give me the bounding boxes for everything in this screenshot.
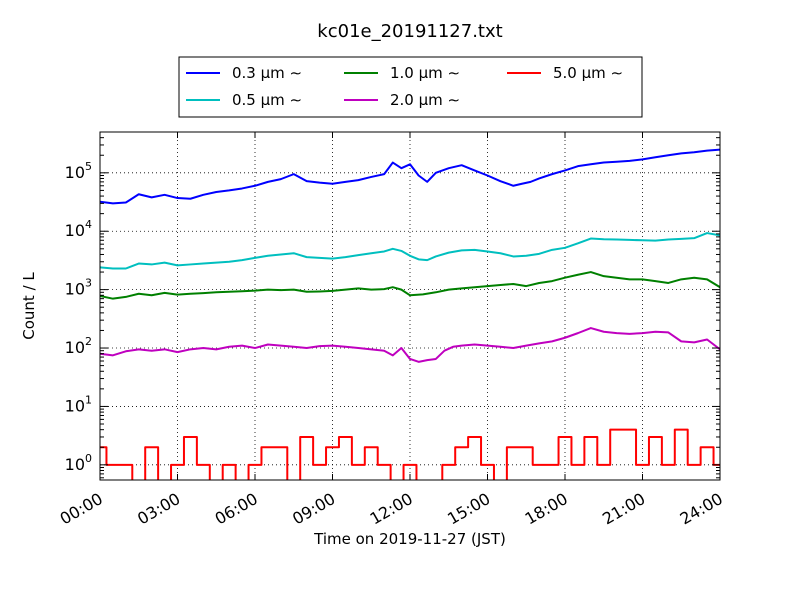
x-tick-label: 12:00 (367, 489, 416, 529)
legend-item: 5.0 μm ∼ (507, 64, 623, 82)
y-tick-label: 104 (65, 218, 92, 240)
y-axis-tick-labels: 100 101 102 103 104 105 (65, 160, 92, 474)
x-tick-label: 15:00 (444, 489, 493, 529)
series-lines (100, 148, 720, 480)
y-tick-label: 103 (65, 277, 92, 299)
x-axis-tick-labels: 00:00 03:00 06:00 09:00 12:00 15:00 18:00 21:00… (57, 489, 726, 529)
legend-items: 0.3 μm ∼ 0.5 μm ∼ 1.0 μm ∼ 2.0 μm ∼ 5.0 μm ∼ (186, 64, 623, 109)
plot-area (99, 131, 721, 481)
legend-label: 0.3 μm ∼ (232, 64, 302, 82)
x-tick-label: 03:00 (134, 489, 183, 529)
axis-ticks (99, 131, 721, 480)
x-tick-label: 21:00 (599, 489, 648, 529)
x-axis-label: Time on 2019-11-27 (JST) (313, 530, 506, 548)
y-tick-label: 105 (65, 160, 92, 182)
series-line (100, 232, 720, 270)
x-tick-label: 06:00 (212, 489, 261, 529)
x-tick-label: 00:00 (57, 489, 106, 529)
y-tick-label: 102 (65, 335, 92, 357)
x-tick-label: 09:00 (289, 489, 338, 529)
legend-label: 5.0 μm ∼ (553, 64, 623, 82)
series-line (100, 428, 720, 480)
legend-item: 2.0 μm ∼ (344, 91, 460, 109)
x-tick-label: 18:00 (522, 489, 571, 529)
legend-label: 1.0 μm ∼ (390, 64, 460, 82)
legend-label: 2.0 μm ∼ (390, 91, 460, 109)
legend-item: 1.0 μm ∼ (344, 64, 460, 82)
series-line (100, 271, 720, 300)
series-line (100, 327, 720, 363)
legend-label: 0.5 μm ∼ (232, 91, 302, 109)
y-axis-label: Count / L (20, 272, 38, 340)
legend: 0.3 μm ∼ 0.5 μm ∼ 1.0 μm ∼ 2.0 μm ∼ 5.0 μm ∼ (178, 56, 643, 118)
plot-background (100, 132, 720, 480)
chart-title: kc01e_20191127.txt (317, 21, 502, 42)
legend-item: 0.3 μm ∼ (186, 64, 302, 82)
x-tick-label: 24:00 (677, 489, 726, 529)
y-tick-label: 100 (65, 452, 92, 474)
legend-item: 0.5 μm ∼ (186, 91, 302, 109)
legend-box (178, 56, 643, 118)
series-line (100, 148, 720, 205)
y-tick-label: 101 (65, 393, 92, 415)
grid (100, 132, 720, 480)
